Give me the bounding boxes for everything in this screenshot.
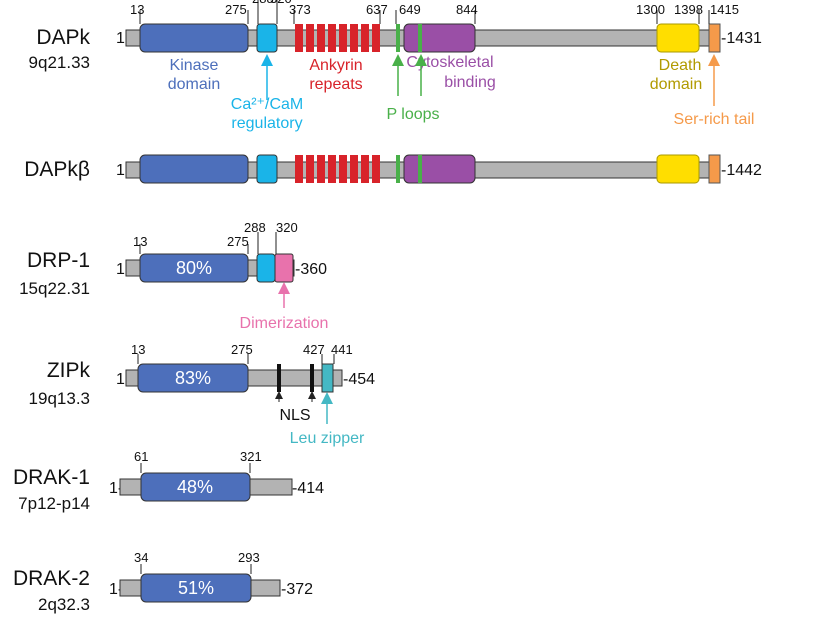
locus-drak1: 7p12-p14: [18, 494, 90, 513]
protein-name-zipk: ZIPk: [47, 359, 91, 382]
pos-dapk-288: 288: [252, 0, 274, 6]
pos-dapk-373: 373: [289, 2, 311, 17]
ser-tail-dapkb: [708, 154, 721, 184]
protein-name-drp1: DRP-1: [27, 249, 90, 272]
label-death-1: Death: [659, 57, 702, 74]
protein-name-drak2: DRAK-2: [13, 567, 90, 590]
ploop-1-dapk: [396, 24, 400, 52]
label-cyto-1: Cytoskeletal: [406, 54, 493, 71]
kinase-domain-dapkb: [139, 154, 249, 184]
nls-2-zipk: [310, 364, 314, 392]
label-leu: Leu zipper: [290, 430, 365, 447]
pos-drp1-275: 275: [227, 234, 249, 249]
kinase-domain-drp1: [139, 253, 249, 283]
pos-zipk-275: 275: [231, 342, 253, 357]
label-cyto-2: binding: [444, 74, 496, 91]
label-cam-1: Ca²⁺/CaM: [231, 96, 303, 113]
label-ankyrin-2: repeats: [309, 76, 362, 93]
pos-drak1-321: 321: [240, 449, 262, 464]
end-drp1: -360: [295, 261, 327, 278]
pos-dapk-637: 637: [366, 2, 388, 17]
end-zipk: -454: [343, 371, 375, 388]
pos-dapk-1300: 1300: [636, 2, 665, 17]
cam-domain-drp1: [256, 253, 276, 283]
drp1-row: DRP-1 15q22.31 1- 80% -360 13 275 288 32…: [19, 220, 328, 332]
identity-drak1: 48%: [177, 477, 213, 497]
end-dapk: -1431: [721, 30, 762, 47]
label-ser: Ser-rich tail: [674, 111, 755, 128]
end-drak1: -414: [292, 480, 324, 497]
identity-drp1: 80%: [176, 258, 212, 278]
pos-dapk-844: 844: [456, 2, 478, 17]
death-domain-dapkb: [656, 154, 700, 184]
pos-dapk-13: 13: [130, 2, 144, 17]
label-cam-2: regulatory: [231, 115, 302, 132]
protein-name-dapkb: DAPkβ: [24, 158, 90, 181]
label-nls: NLS: [279, 407, 310, 424]
dapkb-row: DAPkβ 1- -1442: [24, 154, 762, 184]
ankyrin-repeats-dapk: [295, 24, 380, 52]
leu-zipper-zipk: [321, 363, 334, 393]
locus-drp1: 15q22.31: [19, 279, 90, 298]
ploop-2-dapkb: [418, 155, 422, 183]
locus-drak2: 2q32.3: [38, 595, 90, 614]
zipk-row: ZIPk 19q13.3 1- 83% -454 13 275 427 441 …: [29, 342, 376, 447]
ploop-2-dapk: [418, 24, 422, 52]
kinase-domain-drak2: [140, 573, 252, 603]
kinase-domain-zipk: [137, 363, 249, 393]
pos-dapk-1398: 1398: [674, 2, 703, 17]
kinase-domain-drak1: [140, 472, 251, 502]
label-death-2: domain: [650, 76, 702, 93]
dimerization-domain-drp1: [274, 253, 294, 283]
death-domain-dapk: [656, 23, 700, 53]
drak2-row: DRAK-2 2q32.3 1- 51% -372 34 293: [13, 550, 313, 614]
label-dimer: Dimerization: [240, 315, 329, 332]
protein-name-drak1: DRAK-1: [13, 466, 90, 489]
label-ploops: P loops: [386, 106, 439, 123]
end-dapkb: -1442: [721, 162, 762, 179]
pos-drak2-34: 34: [134, 550, 148, 565]
kinase-domain-dapk: [139, 23, 249, 53]
identity-zipk: 83%: [175, 368, 211, 388]
label-kinase-2: domain: [168, 76, 220, 93]
ser-tail-dapk: [708, 23, 721, 53]
cytoskeletal-domain-dapkb: [403, 154, 476, 184]
pos-zipk-427: 427: [303, 342, 325, 357]
drak1-row: DRAK-1 7p12-p14 1- 48% -414 61 321: [13, 449, 324, 513]
pos-zipk-13: 13: [131, 342, 145, 357]
ploop-1-dapkb: [396, 155, 400, 183]
locus-zipk: 19q13.3: [29, 389, 90, 408]
pos-dapk-1415: 1415: [710, 2, 739, 17]
ankyrin-repeats-dapkb: [295, 155, 380, 183]
pos-drp1-288: 288: [244, 220, 266, 235]
end-drak2: -372: [281, 581, 313, 598]
cam-domain-dapkb: [256, 154, 278, 184]
pos-dapk-649: 649: [399, 2, 421, 17]
cam-domain-dapk: [256, 23, 278, 53]
pos-dapk-320: 320: [270, 0, 292, 6]
identity-drak2: 51%: [178, 578, 214, 598]
label-ankyrin-1: Ankyrin: [309, 57, 362, 74]
locus-dapk: 9q21.33: [29, 53, 90, 72]
pos-drak1-61: 61: [134, 449, 148, 464]
dapk-row: DAPk 9q21.33 1- -1431: [29, 0, 762, 132]
pos-dapk-275: 275: [225, 2, 247, 17]
pos-drak2-293: 293: [238, 550, 260, 565]
pos-drp1-13: 13: [133, 234, 147, 249]
cytoskeletal-domain-dapk: [403, 23, 476, 53]
nls-1-zipk: [277, 364, 281, 392]
pos-zipk-441: 441: [331, 342, 353, 357]
label-kinase-1: Kinase: [170, 57, 219, 74]
pos-drp1-320: 320: [276, 220, 298, 235]
protein-name-dapk: DAPk: [36, 26, 90, 49]
